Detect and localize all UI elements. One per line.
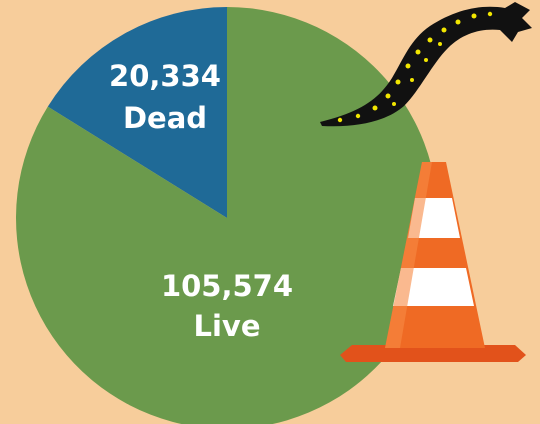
value-label: 20,334 [109, 59, 221, 93]
traffic-cone [340, 162, 526, 362]
pie-slice [16, 7, 438, 424]
pie-slice [47, 7, 228, 218]
category-label: Live [194, 309, 261, 343]
value-label: 105,574 [161, 269, 293, 303]
salamander [320, 2, 532, 127]
category-label: Dead [123, 101, 207, 135]
pie [16, 7, 438, 424]
labels: 20,334 Dead 105,574 Live [109, 59, 293, 343]
